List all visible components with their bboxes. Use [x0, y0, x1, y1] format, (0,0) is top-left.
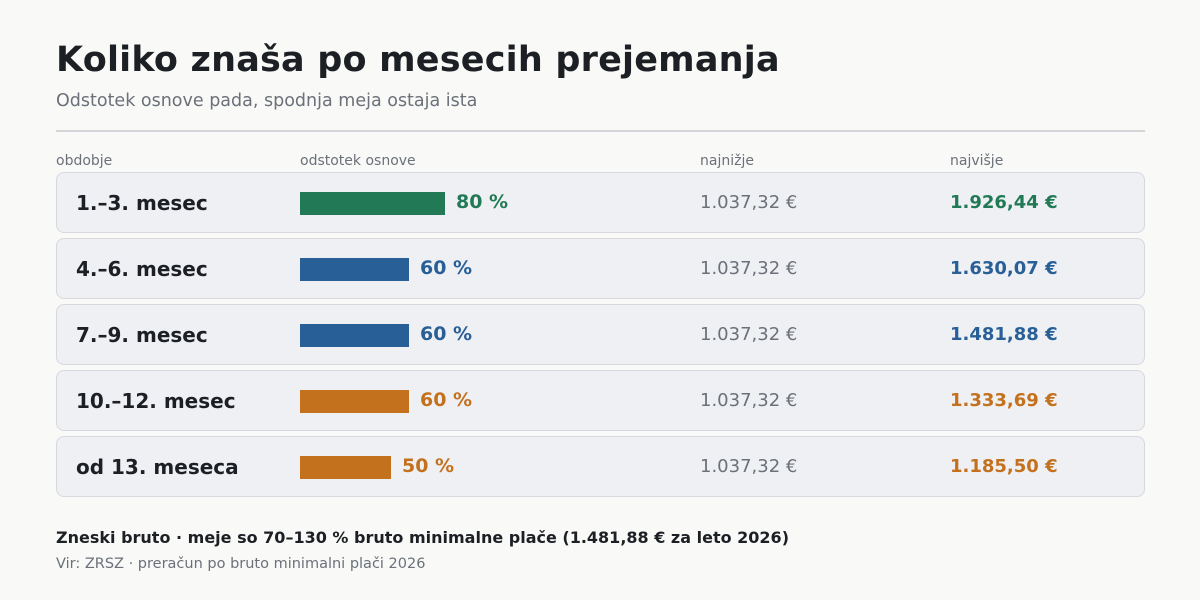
percent-label: 60 % [420, 389, 473, 411]
max-amount: 1.185,50 € [950, 456, 1058, 477]
column-header-period: obdobje [56, 153, 113, 169]
max-amount: 1.481,88 € [950, 324, 1058, 345]
period-label: 7.–9. mesec [76, 323, 208, 347]
chart-rows: 1.–3. mesec 80 % 1.037,32 € 1.926,44 € 4.–6.… [56, 172, 1145, 502]
source-note: Vir: ZRSZ · preračun po bruto minimalni … [56, 556, 426, 572]
page-subtitle: Odstotek osnove pada, spodnja meja ostaj… [56, 91, 478, 111]
table-row: 1.–3. mesec 80 % 1.037,32 € 1.926,44 € [56, 172, 1145, 233]
percent-bar [300, 456, 391, 479]
min-amount: 1.037,32 € [700, 390, 798, 411]
min-amount: 1.037,32 € [700, 324, 798, 345]
period-label: 10.–12. mesec [76, 389, 236, 413]
period-label: od 13. meseca [76, 455, 239, 479]
percent-bar [300, 258, 409, 281]
period-label: 1.–3. mesec [76, 191, 208, 215]
percent-label: 50 % [402, 455, 455, 477]
page-title: Koliko znaša po mesecih prejemanja [56, 40, 780, 80]
percent-bar [300, 192, 445, 215]
max-amount: 1.926,44 € [950, 192, 1058, 213]
table-row: 7.–9. mesec 60 % 1.037,32 € 1.481,88 € [56, 304, 1145, 365]
min-amount: 1.037,32 € [700, 192, 798, 213]
percent-label: 60 % [420, 323, 473, 345]
max-amount: 1.333,69 € [950, 390, 1058, 411]
column-header-max: najvišje [950, 153, 1004, 169]
min-amount: 1.037,32 € [700, 258, 798, 279]
percent-label: 80 % [456, 191, 509, 213]
footnote: Zneski bruto · meje so 70–130 % bruto mi… [56, 528, 789, 547]
column-header-min: najnižje [700, 153, 754, 169]
percent-bar [300, 324, 409, 347]
table-row: 10.–12. mesec 60 % 1.037,32 € 1.333,69 € [56, 370, 1145, 431]
table-row: 4.–6. mesec 60 % 1.037,32 € 1.630,07 € [56, 238, 1145, 299]
percent-label: 60 % [420, 257, 473, 279]
min-amount: 1.037,32 € [700, 456, 798, 477]
period-label: 4.–6. mesec [76, 257, 208, 281]
header-divider [56, 130, 1145, 132]
percent-bar [300, 390, 409, 413]
max-amount: 1.630,07 € [950, 258, 1058, 279]
column-header-percent: odstotek osnove [300, 153, 416, 169]
table-row: od 13. meseca 50 % 1.037,32 € 1.185,50 € [56, 436, 1145, 497]
